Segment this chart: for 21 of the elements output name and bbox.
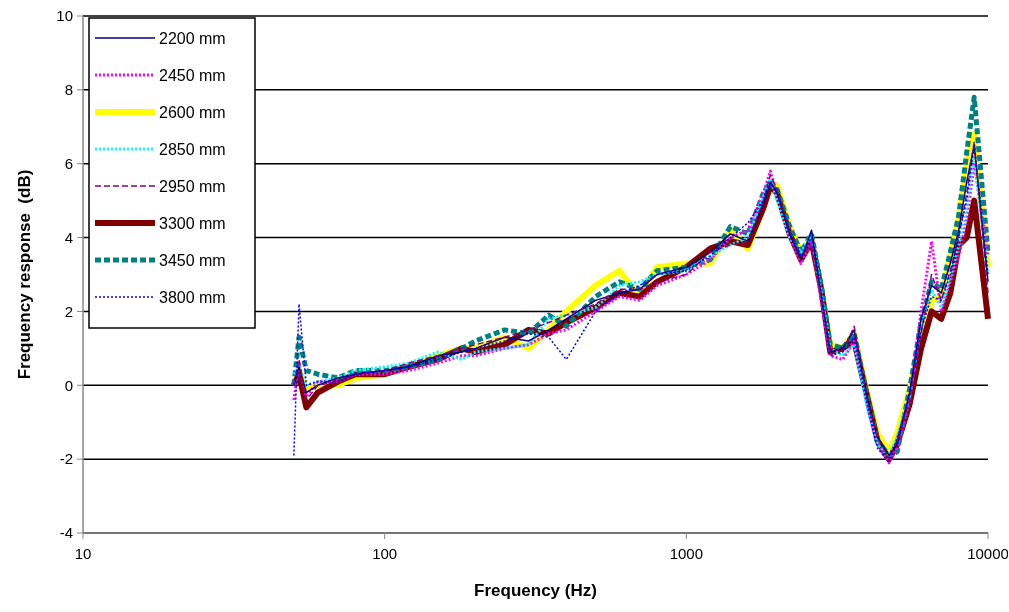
y-tick-label: 10 — [56, 7, 73, 25]
legend-label: 3300 mm — [159, 214, 226, 232]
legend-label: 2950 mm — [159, 177, 226, 195]
legend-label: 2450 mm — [159, 66, 226, 84]
legend-label: 2850 mm — [159, 140, 226, 158]
x-axis-title: Frequency (Hz) — [474, 581, 597, 600]
x-tick-label: 10000 — [967, 545, 1009, 562]
y-tick-label: -2 — [59, 450, 73, 468]
legend-label: 3800 mm — [159, 288, 226, 306]
y-tick-label: -4 — [59, 524, 73, 542]
y-tick-label: 6 — [64, 154, 73, 172]
y-tick-label: 2 — [64, 302, 73, 320]
y-tick-label: 0 — [64, 376, 73, 394]
legend-label: 3450 mm — [159, 251, 226, 269]
y-tick-label: 4 — [64, 228, 73, 246]
legend-label: 2200 mm — [159, 29, 226, 47]
x-tick-label: 1000 — [669, 545, 704, 562]
y-tick-label: 8 — [64, 81, 73, 99]
x-tick-label: 100 — [372, 545, 398, 562]
y-axis-title: Frequency response (dB) — [15, 169, 34, 380]
legend-label: 2600 mm — [159, 103, 226, 121]
